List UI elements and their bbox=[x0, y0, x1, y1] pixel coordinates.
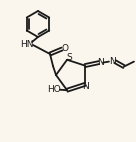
Text: HO: HO bbox=[47, 85, 61, 94]
Text: N: N bbox=[83, 82, 89, 91]
Text: N: N bbox=[97, 58, 104, 67]
Text: O: O bbox=[61, 43, 69, 53]
Text: HN: HN bbox=[20, 39, 34, 49]
Text: S: S bbox=[66, 53, 72, 62]
Text: N: N bbox=[109, 57, 116, 66]
